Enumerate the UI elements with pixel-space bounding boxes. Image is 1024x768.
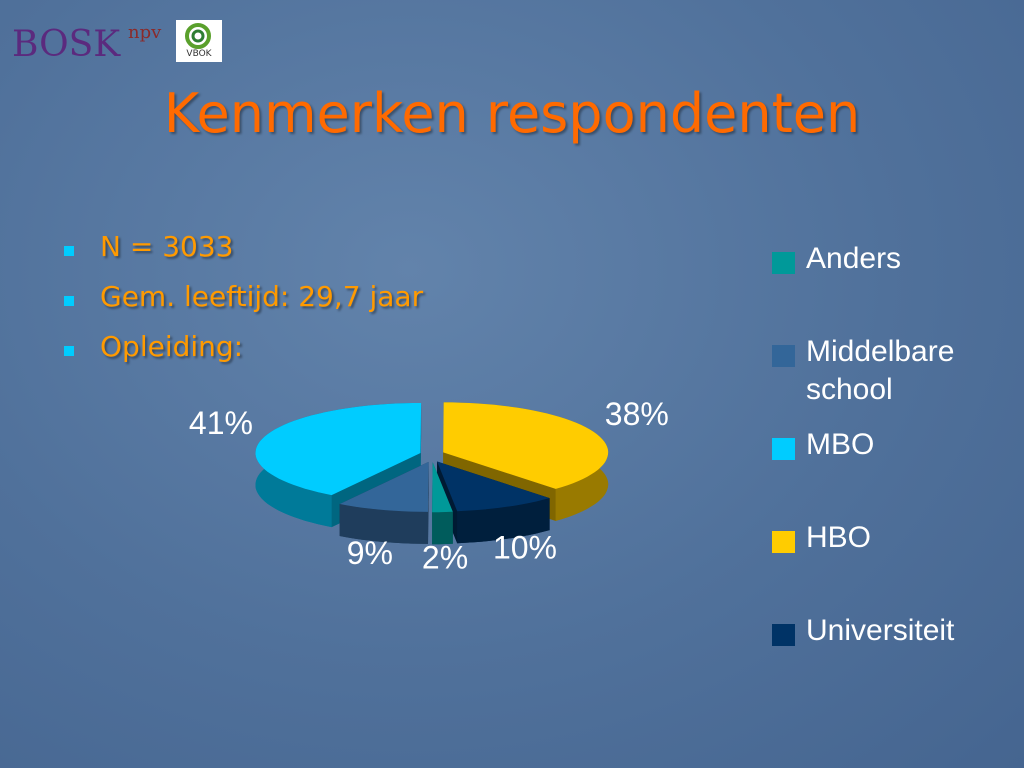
legend-label: Anders (806, 242, 902, 275)
data-label: 41% (189, 405, 253, 441)
pie-slice (255, 403, 422, 496)
legend-item: HBO (772, 519, 1012, 612)
legend-item: Universiteit (772, 612, 1012, 705)
legend-item: Anders (772, 240, 1012, 333)
legend-label: Universiteit (806, 614, 955, 647)
pie-slice (443, 402, 609, 489)
bullet-marker (64, 346, 74, 356)
legend-label: HBO (806, 521, 872, 554)
slice-wall (432, 511, 453, 545)
data-label: 38% (605, 396, 669, 432)
bullet: N = 3033 (100, 230, 234, 263)
data-label: 9% (347, 535, 393, 571)
data-label: 2% (422, 539, 468, 575)
slice-wall (457, 498, 550, 544)
logo-bosk: BOSK (12, 24, 121, 65)
bullet-marker (64, 246, 74, 256)
pie-slice (339, 461, 429, 512)
legend-item: Middelbare school (772, 333, 1012, 426)
legend-swatch (772, 438, 795, 460)
slide-title: Kenmerken respondenten (163, 82, 861, 145)
pie-slice (432, 462, 453, 513)
legend: Anders Middelbare school MBO HBO Universitei… (772, 240, 1012, 705)
legend-item: MBO (772, 426, 1012, 519)
legend-label: Middelbare school (806, 335, 955, 406)
legend-swatch (772, 531, 795, 553)
pie-slice (437, 461, 550, 512)
legend-swatch (772, 624, 795, 646)
bullet: Gem. leeftijd: 29,7 jaar (100, 280, 424, 313)
logo-vbok-icon (185, 23, 211, 49)
legend-swatch (772, 252, 795, 274)
bullet-marker (64, 296, 74, 306)
legend-label: MBO (806, 428, 875, 461)
bullet: Opleiding: (100, 330, 244, 363)
data-label: 10% (493, 530, 557, 566)
logo-npv: npv (128, 22, 162, 43)
slice-wall (339, 504, 428, 544)
legend-swatch (772, 345, 795, 367)
